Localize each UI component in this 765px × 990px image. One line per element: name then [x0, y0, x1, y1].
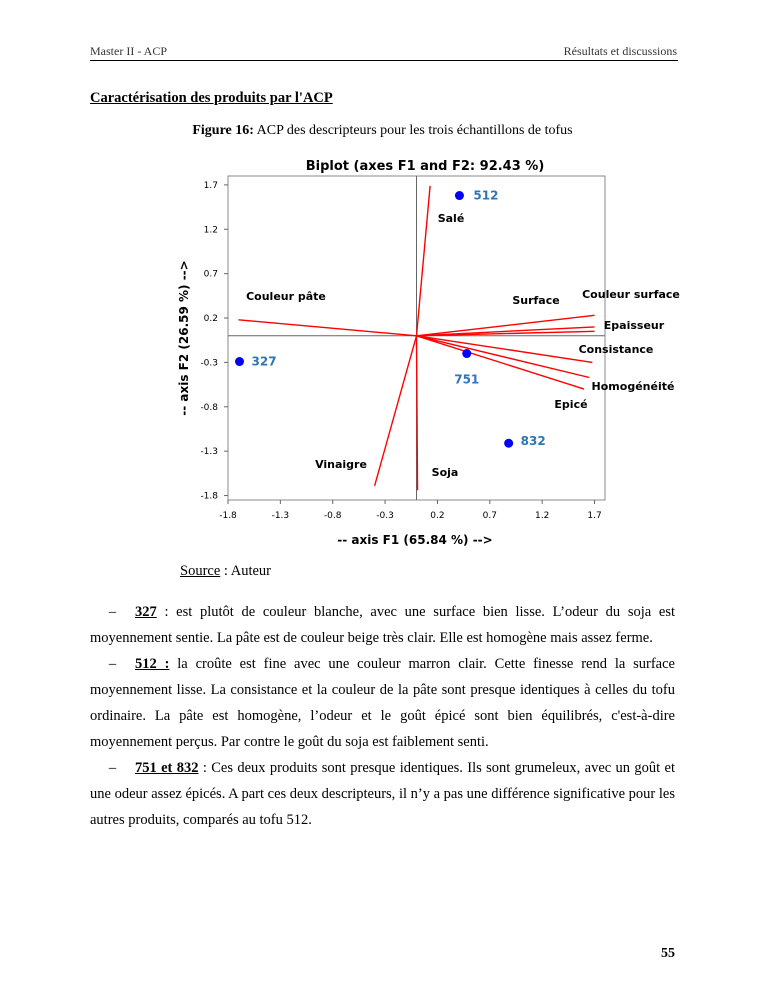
item-text: : est plutôt de couleur blanche, avec un… — [90, 604, 675, 646]
source-label: Source — [180, 563, 221, 579]
vector — [416, 335, 593, 364]
x-tick-label: 1.2 — [535, 511, 549, 521]
chart: Biplot (axes F1 and F2: 92.43 %) -- axis… — [177, 159, 680, 547]
vector — [416, 330, 595, 337]
x-tick-label: -0.8 — [324, 511, 342, 521]
y-tick-label: -0.8 — [200, 403, 218, 413]
y-tick-label: 1.2 — [204, 225, 218, 235]
list-item: – 751 et 832 : Ces deux produits sont pre… — [90, 755, 675, 833]
x-tick-label: 0.2 — [430, 511, 444, 521]
y-tick-label: -1.8 — [200, 492, 218, 502]
point-label: 832 — [521, 434, 546, 448]
source-text: : Auteur — [220, 563, 272, 579]
x-tick-label: 1.7 — [587, 511, 601, 521]
point — [235, 357, 245, 367]
vector-label: Homogénéité — [592, 380, 675, 393]
vector — [416, 326, 595, 337]
header-right: Résultats et discussions — [563, 44, 677, 58]
point-label: 751 — [454, 373, 479, 387]
vector — [416, 335, 590, 379]
vector-label: Epaisseur — [604, 319, 665, 332]
item-marker: – — [108, 656, 117, 672]
list-item: – 327 : est plutôt de couleur blanche, av… — [90, 599, 675, 651]
y-tick-label: 0.7 — [204, 270, 218, 280]
item-marker: – — [108, 604, 117, 620]
figure-label: Figure 16: — [192, 123, 254, 138]
body: – 327 : est plutôt de couleur blanche, av… — [90, 599, 675, 833]
y-tick-label: -1.3 — [200, 447, 218, 457]
list-item: – 512 : la croûte est fine avec une coule… — [90, 651, 675, 755]
caption-text: ACP des descripteurs pour les trois écha… — [253, 123, 573, 138]
item-lead: 327 — [135, 604, 157, 620]
point — [504, 438, 514, 448]
vector — [416, 314, 595, 337]
figure-caption: Figure 16: ACP des descripteurs pour les… — [0, 123, 765, 139]
y-axis-label: -- axis F2 (26.59 %) --> — [177, 260, 191, 415]
vector-label: Soja — [432, 466, 459, 479]
y-tick-label: -0.3 — [200, 358, 218, 368]
x-tick-label: -1.8 — [219, 511, 237, 521]
item-lead: 751 et 832 — [135, 760, 199, 776]
item-marker: – — [108, 760, 117, 776]
vector-label: Salé — [438, 212, 465, 225]
vector — [373, 335, 418, 486]
section-title: Caractérisation des produits par l'ACP — [90, 90, 333, 106]
point-label: 327 — [252, 355, 277, 369]
header-rule — [90, 60, 678, 61]
item-text: : Ces deux produits sont presque identiq… — [90, 760, 676, 828]
x-tick-label: 0.7 — [483, 511, 497, 521]
page-number: 55 — [661, 946, 675, 961]
point — [462, 349, 472, 359]
point — [454, 191, 464, 201]
vector-label: Epicé — [554, 398, 587, 411]
source: Source : Auteur — [180, 563, 271, 580]
x-axis-label: -- axis F1 (65.84 %) --> — [337, 533, 492, 547]
vector-label: Vinaigre — [315, 458, 367, 471]
header-left: Master II - ACP — [90, 44, 167, 58]
vector — [416, 335, 585, 390]
vector-label: Couleur pâte — [246, 290, 326, 303]
x-tick-label: -0.3 — [376, 511, 394, 521]
chart-title: Biplot (axes F1 and F2: 92.43 %) — [306, 159, 545, 174]
vector — [238, 319, 417, 337]
x-tick-label: -1.3 — [272, 511, 290, 521]
vector-label: Surface — [512, 294, 559, 307]
y-tick-label: 1.7 — [204, 181, 218, 191]
item-lead: 512 : — [135, 656, 170, 672]
vector — [415, 185, 431, 336]
point-label: 512 — [473, 189, 498, 203]
vector — [415, 335, 419, 491]
y-tick-label: 0.2 — [204, 314, 218, 324]
vector-label: Couleur surface — [582, 288, 680, 301]
vector-label: Consistance — [579, 343, 654, 356]
item-text: la croûte est fine avec une couleur marr… — [90, 656, 675, 750]
